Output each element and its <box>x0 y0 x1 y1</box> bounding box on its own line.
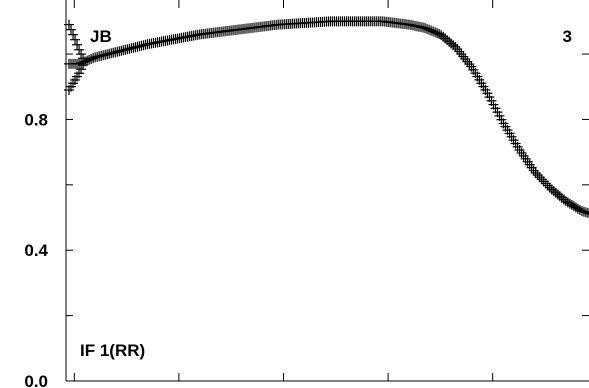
y-axis-tick-labels: 0.0 0.4 0.8 <box>24 110 48 388</box>
data-point <box>68 29 79 40</box>
data-point <box>464 59 475 70</box>
data-point <box>564 198 575 209</box>
y-tick-label: 0.0 <box>24 372 48 388</box>
x-axis-ticks <box>73 0 494 381</box>
data-point <box>568 201 579 212</box>
y-axis-ticks <box>66 53 589 382</box>
data-point <box>576 206 587 217</box>
y-tick-label: 0.8 <box>24 110 48 129</box>
data-point <box>432 28 443 39</box>
data-point <box>574 204 585 215</box>
data-point <box>74 58 85 69</box>
data-point <box>70 34 81 45</box>
data-point <box>534 172 545 183</box>
data-point <box>458 51 469 62</box>
data-point <box>532 170 543 181</box>
data-point <box>426 25 437 36</box>
data-point <box>72 39 83 50</box>
data-point <box>82 55 93 66</box>
data-point <box>566 199 577 210</box>
data-point <box>528 165 539 176</box>
data-point <box>424 24 435 35</box>
data-point <box>580 207 589 218</box>
data-point <box>452 44 463 55</box>
data-point <box>530 168 541 179</box>
data-point <box>538 176 549 187</box>
annotation-bottom-left: IF 1(RR) <box>80 341 145 360</box>
data-point <box>88 53 99 64</box>
data-point <box>460 54 471 65</box>
data-point <box>74 68 85 79</box>
data-point <box>86 53 97 64</box>
data-point <box>462 56 473 67</box>
data-point <box>64 19 74 30</box>
data-point <box>74 44 85 55</box>
data-point <box>584 213 589 215</box>
data-point <box>578 206 589 217</box>
data-point <box>66 24 77 35</box>
data-point <box>570 202 581 213</box>
data-point <box>76 64 87 75</box>
data-point <box>562 197 573 208</box>
data-point <box>540 178 551 189</box>
data-point <box>428 26 439 37</box>
annotation-top-left: JB <box>90 27 112 46</box>
data-series-points <box>64 16 589 218</box>
plot-frame <box>65 0 589 382</box>
data-point <box>454 46 465 57</box>
data-point <box>450 41 461 52</box>
data-point <box>420 23 431 34</box>
data-point <box>422 23 433 34</box>
data-point <box>582 207 589 218</box>
data-point <box>80 56 91 67</box>
data-point <box>572 203 583 214</box>
data-point <box>430 27 441 38</box>
data-point <box>84 54 95 65</box>
data-point <box>456 49 467 60</box>
annotation-top-right: 3 <box>563 27 572 46</box>
data-point <box>536 174 547 185</box>
data-point <box>76 49 87 60</box>
y-tick-label: 0.4 <box>24 241 48 260</box>
data-point <box>560 196 571 207</box>
